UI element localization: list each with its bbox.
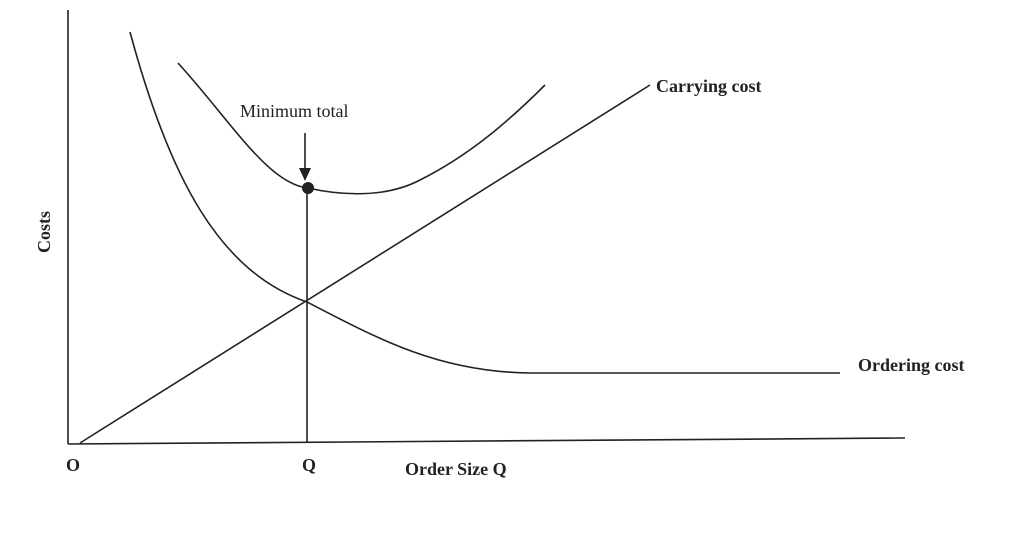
ordering-label: Ordering cost [858, 355, 964, 375]
x-axis-label: Order Size Q [405, 459, 507, 479]
total-cost-curve [177, 62, 546, 195]
x-axis [67, 437, 906, 445]
y-axis-label: Costs [34, 211, 54, 253]
carrying-label: Carrying cost [656, 76, 761, 96]
arrow-head [299, 168, 311, 181]
minimum-point [302, 182, 314, 194]
minimum-label: Minimum total [240, 101, 349, 121]
q-label: Q [302, 455, 316, 475]
origin-label: O [66, 455, 80, 475]
carrying-cost-line [79, 84, 651, 444]
